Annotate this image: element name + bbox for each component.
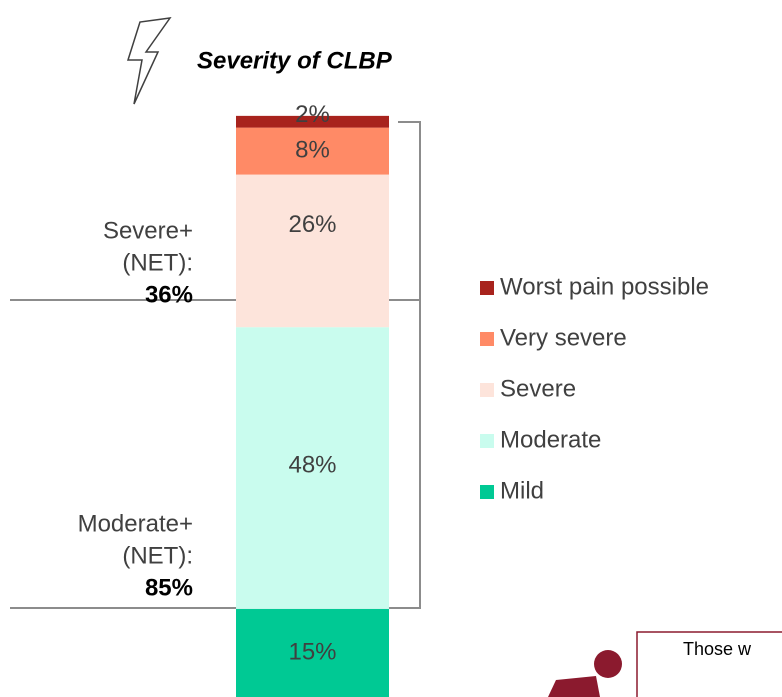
lightning-icon xyxy=(126,17,172,105)
callout-text: Those w xyxy=(683,639,752,659)
legend-label: Moderate xyxy=(500,426,601,453)
legend-swatch xyxy=(480,383,494,397)
net-label: (NET): xyxy=(122,249,193,276)
callout-box xyxy=(636,631,782,697)
legend-swatch xyxy=(480,485,494,499)
legend-swatch xyxy=(480,281,494,295)
legend-label: Mild xyxy=(500,477,544,504)
net-label: (NET): xyxy=(122,542,193,569)
data-label: 48% xyxy=(288,451,336,478)
bar-segment xyxy=(236,174,389,328)
legend-swatch xyxy=(480,332,494,346)
bar-segment xyxy=(236,608,389,697)
bar-segment xyxy=(236,327,389,609)
net-brackets xyxy=(10,121,421,609)
bar-segment xyxy=(236,115,389,128)
net-total: 36% xyxy=(145,281,193,308)
net-total: 85% xyxy=(145,574,193,601)
legend-label: Very severe xyxy=(500,324,627,351)
net-label: Severe+ xyxy=(103,217,193,244)
legend-label: Severe xyxy=(500,375,576,402)
legend-swatch xyxy=(480,434,494,448)
chart-title: Severity of CLBP xyxy=(197,47,393,74)
data-label: 15% xyxy=(288,638,336,665)
data-label: 26% xyxy=(288,211,336,238)
data-label: 2% xyxy=(295,101,330,128)
legend-label: Worst pain possible xyxy=(500,273,709,300)
bar-segment xyxy=(236,127,389,175)
person-icon xyxy=(548,650,622,697)
data-label: 8% xyxy=(295,136,330,163)
net-label: Moderate+ xyxy=(78,510,193,537)
